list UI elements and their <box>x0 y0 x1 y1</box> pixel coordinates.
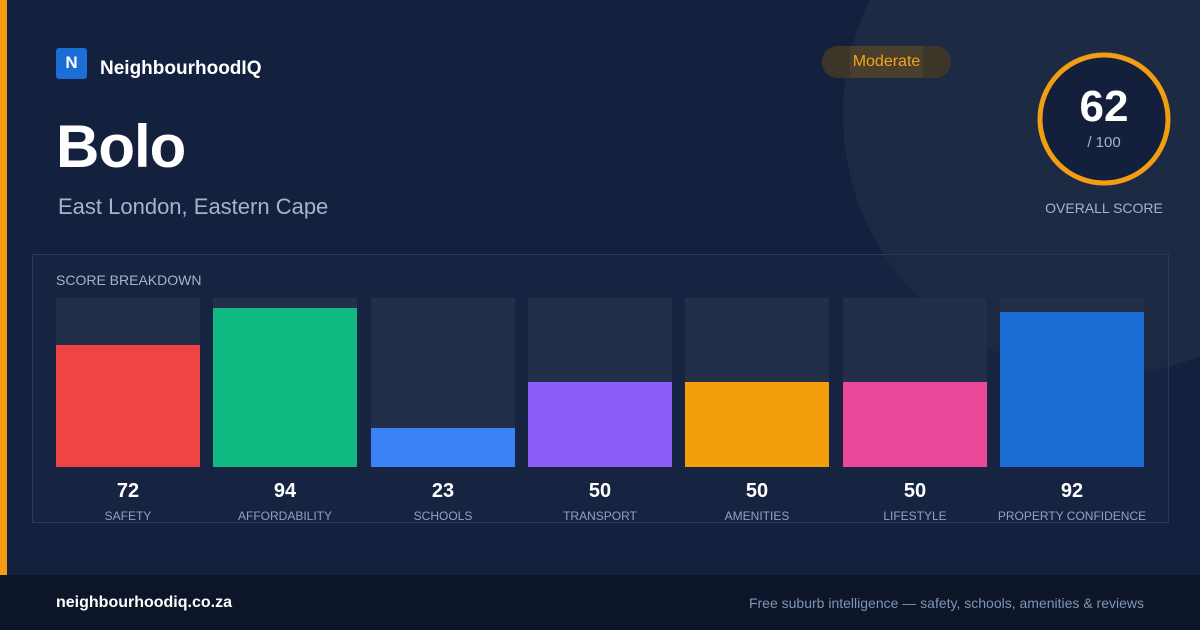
bar-value: 23 <box>431 480 455 502</box>
bar-value: 50 <box>588 480 612 502</box>
bar-value: 50 <box>745 480 769 502</box>
score-breakdown-panel: SCORE BREAKDOWN 72 SAFETY 94 AFFORDABILITY 2… <box>32 254 1169 523</box>
bar-fill <box>1000 312 1144 467</box>
footer-domain-link[interactable]: neighbourhoodiq.co.za <box>56 594 232 611</box>
bar-value: 50 <box>903 480 927 502</box>
bar-track <box>528 298 672 467</box>
bar-track <box>371 298 515 467</box>
bar-track <box>843 298 987 467</box>
accent-strip <box>0 0 7 575</box>
bar-value: 92 <box>1060 480 1084 502</box>
breakdown-title: SCORE BREAKDOWN <box>56 272 202 288</box>
bar-label: AFFORDABILITY <box>237 509 332 523</box>
overall-score-value: 62 <box>1079 82 1129 131</box>
bar-label: PROPERTY CONFIDENCE <box>997 509 1147 523</box>
bar-fill <box>371 428 515 467</box>
share-card: N NeighbourhoodIQ Bolo East London, East… <box>0 0 1180 575</box>
bar-fill <box>843 382 987 467</box>
bar-label: AMENITIES <box>724 509 790 523</box>
rating-badge: Moderate <box>822 46 951 78</box>
suburb-title: Bolo <box>56 113 186 180</box>
bar-fill <box>528 382 672 467</box>
bar-label: SAFETY <box>104 509 152 523</box>
footer-tagline: Free suburb intelligence — safety, schoo… <box>748 595 1144 611</box>
brand-logo-icon: N <box>56 47 87 79</box>
footer: neighbourhoodiq.co.za Free suburb intell… <box>0 575 1200 630</box>
bar-fill <box>213 308 357 467</box>
bar-label: SCHOOLS <box>413 509 473 523</box>
bar-label: TRANSPORT <box>563 509 637 523</box>
overall-score-ring: 62 / 100 <box>1028 43 1180 195</box>
overall-score-caption: OVERALL SCORE <box>1045 200 1163 216</box>
bar-label: LIFESTYLE <box>883 509 947 523</box>
bar-value: 72 <box>116 480 140 502</box>
bar-fill <box>56 345 200 467</box>
overall-score-max: / 100 <box>1087 134 1121 151</box>
bar-track <box>213 298 357 467</box>
suburb-region: East London, Eastern Cape <box>58 194 329 219</box>
brand[interactable]: N NeighbourhoodIQ <box>56 46 261 80</box>
bar-fill <box>685 382 829 467</box>
bar-track <box>56 298 200 467</box>
bar-value: 94 <box>273 480 297 502</box>
bar-track <box>685 298 829 467</box>
rating-label: Moderate <box>852 53 921 70</box>
brand-name: NeighbourhoodIQ <box>100 58 262 79</box>
score-ring-graphic <box>1028 43 1180 195</box>
bar-track <box>1000 298 1144 467</box>
